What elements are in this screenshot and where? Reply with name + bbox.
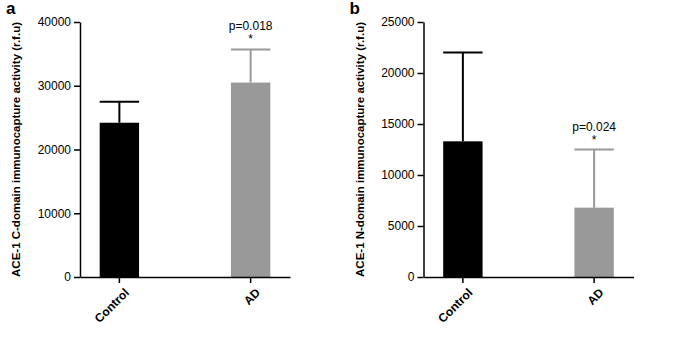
y-tick: 10000 [381,168,423,182]
y-tick-mark [418,124,424,126]
error-line [250,49,252,82]
error-cap [443,52,482,54]
y-tick: 20000 [381,66,423,80]
y-tick-label: 0 [64,270,71,284]
panel-label: b [350,0,360,18]
y-tick: 0 [64,270,80,284]
y-tick-label: 10000 [381,168,415,182]
y-axis-line [423,23,425,278]
x-tick: AD [241,277,263,308]
y-tick-mark [418,175,424,177]
x-tick-label: AD [584,285,606,307]
y-tick-label: 20000 [38,143,72,157]
y-axis-title: ACE-1 C-domain immunocapture activity (r… [10,22,22,277]
figure: ap=0.018*010000200003000040000ControlADA… [0,0,685,346]
x-tick-mark [250,277,252,283]
x-tick-label: Control [435,286,475,326]
y-tick-label: 30000 [38,79,72,93]
error-line [593,150,595,208]
x-tick-mark [593,277,595,283]
plot: p=0.024* 0 5000 10000 15000 20000 25000 Control… [381,15,634,325]
y-tick: 0 [408,270,424,284]
annotation: * [592,133,597,147]
x-tick: Control [435,277,475,326]
y-tick-mark [74,213,80,215]
y-tick-mark [74,86,80,88]
error-cap [231,48,270,50]
y-tick: 30000 [38,79,80,93]
y-tick-mark [74,22,80,24]
x-tick-label: Control [92,286,132,326]
x-tick-mark [119,277,121,283]
y-tick: 10000 [38,207,80,221]
bar [231,83,270,277]
panel: b p=0.024* 0 5000 10000 15000 20000 25000 Contro… [350,0,635,326]
x-tick-label: AD [241,285,263,307]
x-axis-line [81,277,291,279]
y-tick: 5000 [388,219,424,233]
y-tick-label: 25000 [381,15,415,29]
y-tick-mark [74,149,80,151]
y-tick-mark [418,277,424,279]
panel-label: a [6,0,16,18]
bar [100,123,139,277]
error-cap [100,101,139,103]
x-tick: AD [584,277,606,308]
bar [443,141,482,277]
y-tick-label: 20000 [381,66,415,80]
x-tick: Control [92,277,132,326]
x-axis: Control AD [424,277,634,326]
y-tick-label: 5000 [388,219,415,233]
bar [574,208,613,277]
marks [443,53,614,277]
y-tick-label: 10000 [38,207,72,221]
annotation: p=0.018 [229,19,273,33]
y-tick: 15000 [381,117,423,131]
plot: p=0.018* 0 10000 20000 30000 40000 Control AD [38,15,291,325]
annotation: * [248,32,253,46]
x-tick-mark [462,277,464,283]
y-tick: 40000 [38,15,80,29]
y-axis-title: ACE-1 N-domain immunocapture activity (r… [354,22,366,277]
y-tick-mark [418,73,424,75]
y-tick-label: 0 [408,270,415,284]
y-tick: 20000 [38,143,80,157]
error-line [118,102,120,123]
error-bar [574,150,613,208]
annotation: p=0.024 [572,120,616,134]
x-axis: Control AD [81,277,291,326]
y-tick-label: 15000 [381,117,415,131]
y-tick-mark [418,226,424,228]
y-axis: 0 5000 10000 15000 20000 25000 [381,15,424,284]
y-axis: 0 10000 20000 30000 40000 [38,15,81,284]
y-tick-mark [418,22,424,24]
y-tick-label: 40000 [38,15,72,29]
error-bar [231,49,270,82]
panel: a p=0.018* 0 10000 20000 30000 40000 Control AD A… [6,0,291,326]
marks [100,49,271,277]
error-cap [574,149,613,151]
error-bar [100,102,139,123]
y-tick-mark [74,277,80,279]
y-tick: 25000 [381,15,423,29]
error-bar [443,53,482,142]
x-axis-line [424,277,634,279]
error-line [462,53,464,142]
